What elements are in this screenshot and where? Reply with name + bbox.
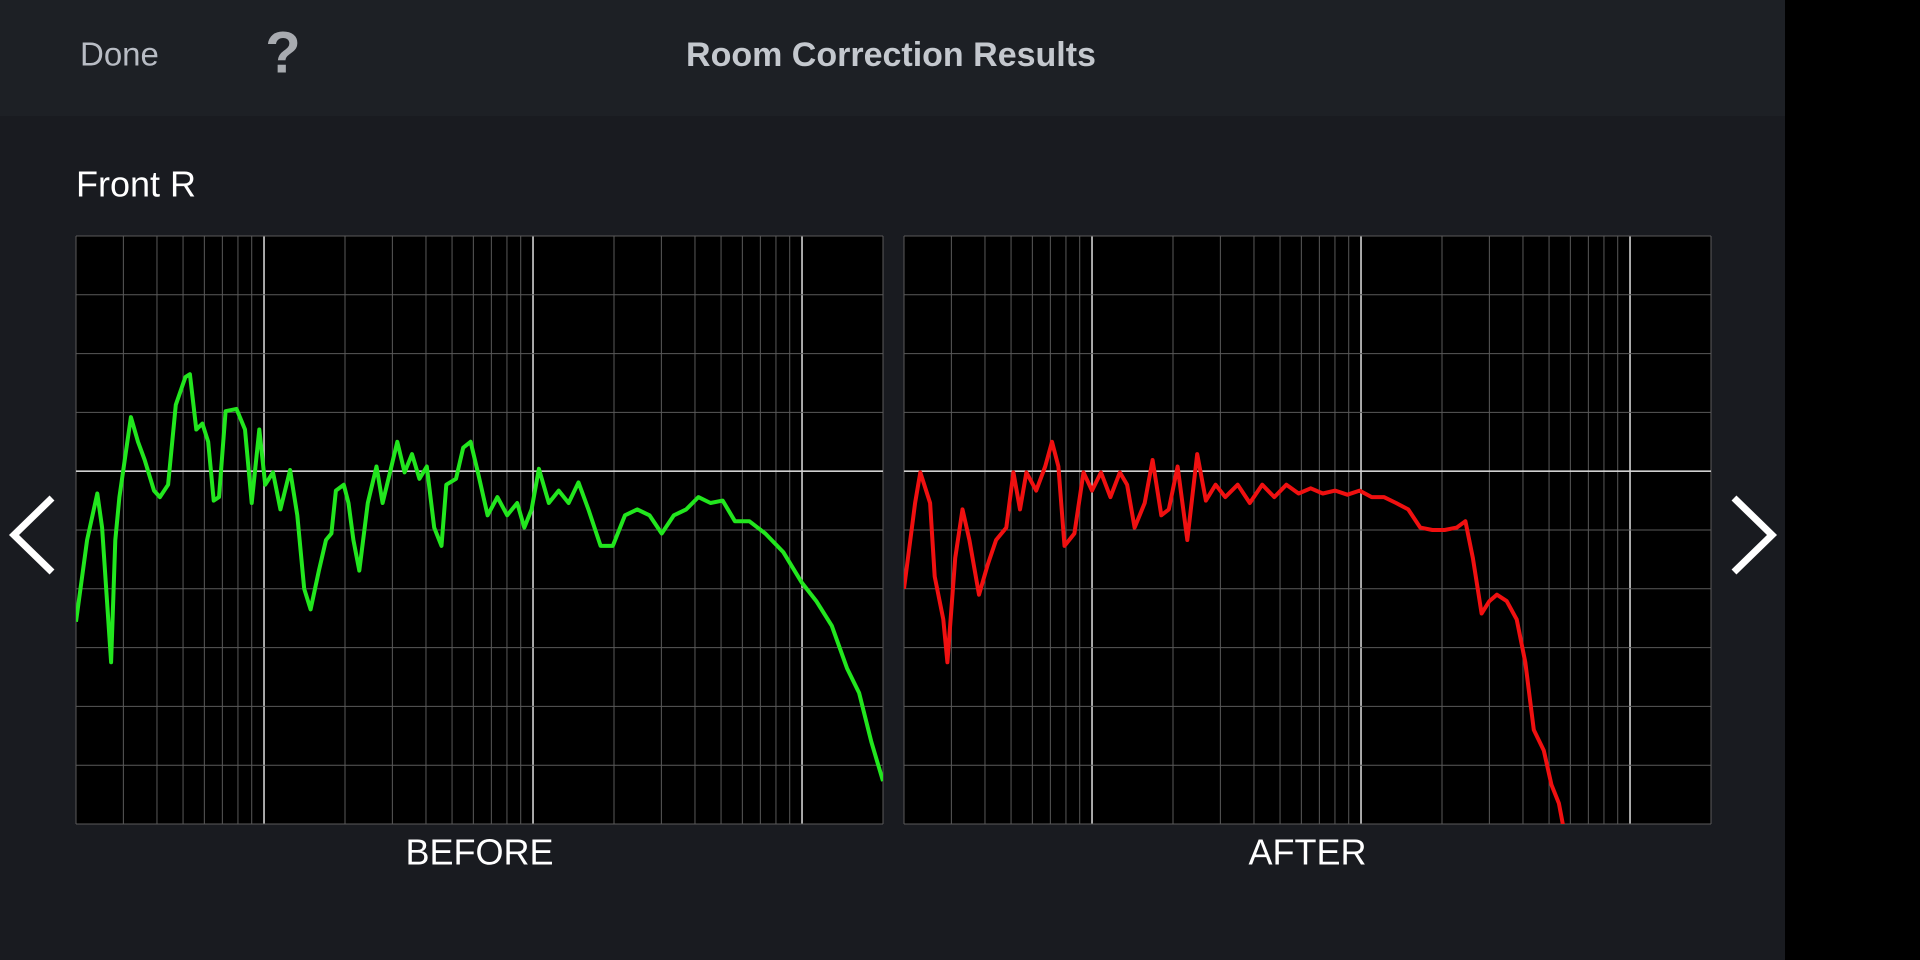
done-button[interactable]: Done bbox=[80, 36, 159, 73]
channel-name: Front R bbox=[76, 164, 196, 205]
next-arrow[interactable] bbox=[1731, 495, 1778, 575]
chart-caption: AFTER bbox=[1248, 832, 1366, 873]
chart-caption: BEFORE bbox=[405, 832, 553, 873]
chart: AFTER bbox=[903, 235, 1712, 873]
response-line bbox=[76, 372, 883, 782]
header-bar bbox=[0, 0, 1785, 116]
response-line bbox=[904, 439, 1565, 824]
help-button[interactable]: ? bbox=[265, 20, 300, 85]
chart: BEFORE bbox=[75, 235, 884, 873]
side-strip bbox=[1785, 0, 1920, 960]
prev-arrow[interactable] bbox=[8, 495, 55, 575]
page-title: Room Correction Results bbox=[686, 36, 1096, 74]
